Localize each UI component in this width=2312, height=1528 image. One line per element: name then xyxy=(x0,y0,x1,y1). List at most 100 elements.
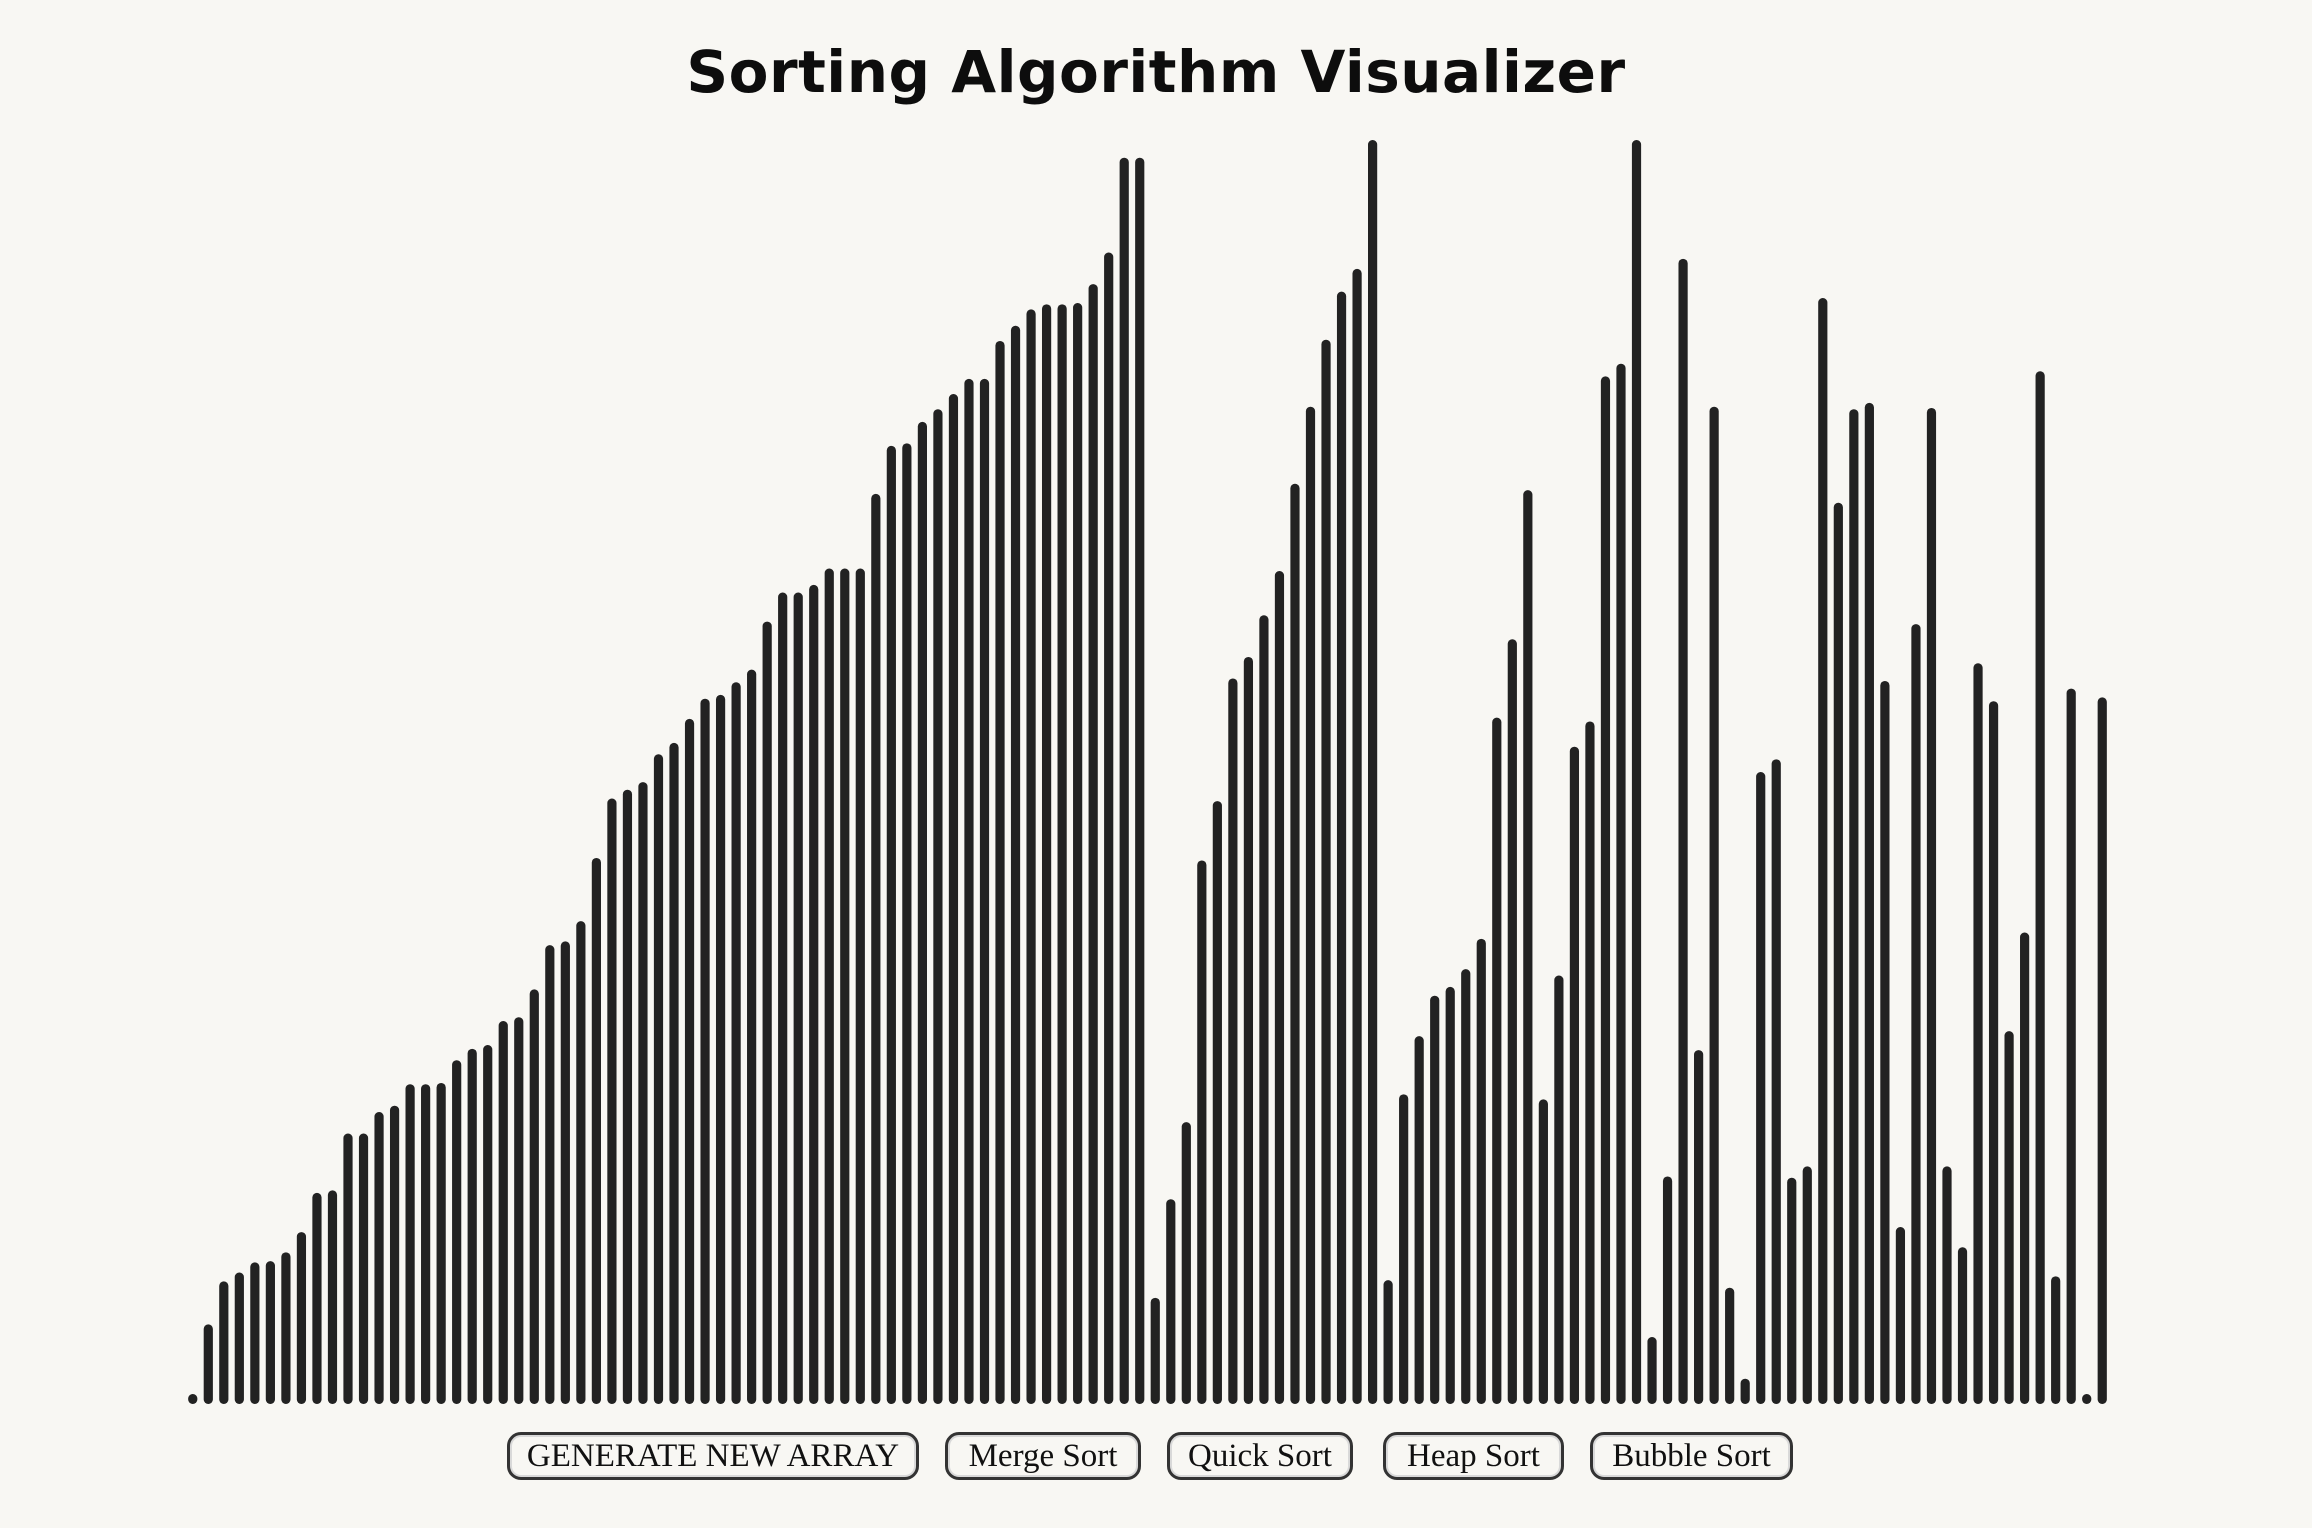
array-bar xyxy=(1399,1094,1409,1404)
array-bar xyxy=(1383,1280,1393,1404)
array-bar xyxy=(964,378,974,1404)
array-bar xyxy=(1445,986,1455,1404)
array-bar xyxy=(747,669,757,1404)
array-bar xyxy=(1725,1287,1735,1404)
array-bar xyxy=(529,989,539,1404)
array-bar xyxy=(1895,1227,1906,1404)
array-bar xyxy=(1290,483,1300,1404)
array-bar xyxy=(762,621,772,1404)
array-bar xyxy=(281,1252,291,1404)
array-bar xyxy=(1119,157,1129,1404)
array-bar xyxy=(234,1272,244,1404)
array-bar xyxy=(607,798,617,1404)
array-bar xyxy=(1197,860,1207,1404)
array-bar xyxy=(1321,339,1331,1404)
array-bar xyxy=(1166,1199,1176,1404)
array-bar xyxy=(389,1105,400,1404)
array-bar xyxy=(638,782,648,1404)
array-bar xyxy=(1259,615,1269,1404)
array-bar xyxy=(203,1324,213,1404)
array-bar xyxy=(1787,1177,1797,1404)
array-bar xyxy=(684,718,695,1404)
quick-sort-button[interactable]: Quick Sort xyxy=(1167,1432,1353,1480)
array-bar xyxy=(1600,376,1611,1404)
array-bar xyxy=(622,789,633,1404)
array-bar xyxy=(1274,571,1285,1404)
array-bar xyxy=(188,1394,198,1404)
array-bar xyxy=(1662,1176,1673,1404)
bubble-sort-button[interactable]: Bubble Sort xyxy=(1590,1432,1793,1480)
array-bar xyxy=(1181,1122,1191,1404)
array-bar xyxy=(1523,490,1533,1404)
array-bar xyxy=(1864,402,1874,1404)
array-bar xyxy=(653,754,664,1404)
array-bar xyxy=(1243,656,1254,1404)
array-bar xyxy=(467,1048,477,1404)
array-bar xyxy=(2097,697,2107,1404)
array-bar xyxy=(498,1021,508,1404)
array-bar xyxy=(1368,140,1378,1404)
array-bar xyxy=(1104,252,1114,1404)
array-bar xyxy=(327,1190,338,1404)
array-bar xyxy=(1631,140,1642,1404)
array-bar xyxy=(483,1045,493,1404)
array-bar xyxy=(358,1133,369,1404)
array-bar xyxy=(715,694,726,1404)
array-bar xyxy=(902,443,912,1404)
array-bar xyxy=(1010,325,1021,1404)
array-bar xyxy=(886,445,896,1404)
array-bar xyxy=(591,857,601,1404)
array-bar xyxy=(855,568,865,1404)
array-bar xyxy=(1492,717,1502,1404)
array-bar xyxy=(2066,688,2076,1404)
array-bar xyxy=(933,409,943,1404)
array-bar xyxy=(871,493,881,1404)
array-bar xyxy=(917,421,927,1404)
array-bar xyxy=(1554,975,1564,1404)
array-bar xyxy=(778,592,788,1404)
array-bar xyxy=(514,1017,524,1404)
generate-new-array-button[interactable]: GENERATE NEW ARRAY xyxy=(507,1432,919,1480)
array-bar xyxy=(250,1262,260,1404)
array-bar xyxy=(809,584,819,1404)
array-bar xyxy=(1305,406,1316,1404)
array-bar xyxy=(1973,663,1983,1404)
array-bar xyxy=(1957,1247,1968,1404)
array-bar xyxy=(840,568,850,1404)
array-bar xyxy=(1694,1050,1704,1404)
array-bar xyxy=(1150,1297,1160,1404)
array-bar xyxy=(1569,746,1580,1404)
array-bar xyxy=(1740,1378,1750,1404)
array-bar xyxy=(669,742,679,1404)
array-bar xyxy=(1911,624,1921,1404)
array-bar xyxy=(824,568,834,1404)
array-bar xyxy=(405,1084,415,1404)
array-bar xyxy=(1073,303,1083,1404)
array-bar xyxy=(793,592,803,1404)
array-bar xyxy=(1833,502,1843,1404)
array-bar xyxy=(1926,407,1937,1404)
array-bar xyxy=(2082,1394,2092,1404)
array-bar xyxy=(2020,932,2030,1404)
array-bar xyxy=(1336,291,1347,1404)
array-bar xyxy=(1461,969,1471,1404)
heap-sort-button[interactable]: Heap Sort xyxy=(1383,1432,1564,1480)
array-bar xyxy=(560,941,570,1404)
array-bar xyxy=(421,1084,431,1404)
array-bar xyxy=(374,1112,384,1404)
array-bar xyxy=(1678,258,1688,1404)
array-bar xyxy=(1802,1166,1812,1404)
merge-sort-button[interactable]: Merge Sort xyxy=(945,1432,1141,1480)
array-bar xyxy=(436,1082,446,1404)
array-bar xyxy=(1352,268,1362,1404)
array-bar xyxy=(296,1232,307,1404)
array-bar xyxy=(1942,1166,1952,1404)
array-bar xyxy=(1212,801,1222,1404)
page-title: Sorting Algorithm Visualizer xyxy=(686,38,1626,106)
array-bar xyxy=(2004,1031,2014,1404)
array-bar xyxy=(452,1060,462,1404)
array-bar xyxy=(1647,1337,1657,1404)
array-bar xyxy=(995,340,1005,1404)
array-bar xyxy=(979,378,990,1404)
array-bar xyxy=(1756,772,1766,1404)
